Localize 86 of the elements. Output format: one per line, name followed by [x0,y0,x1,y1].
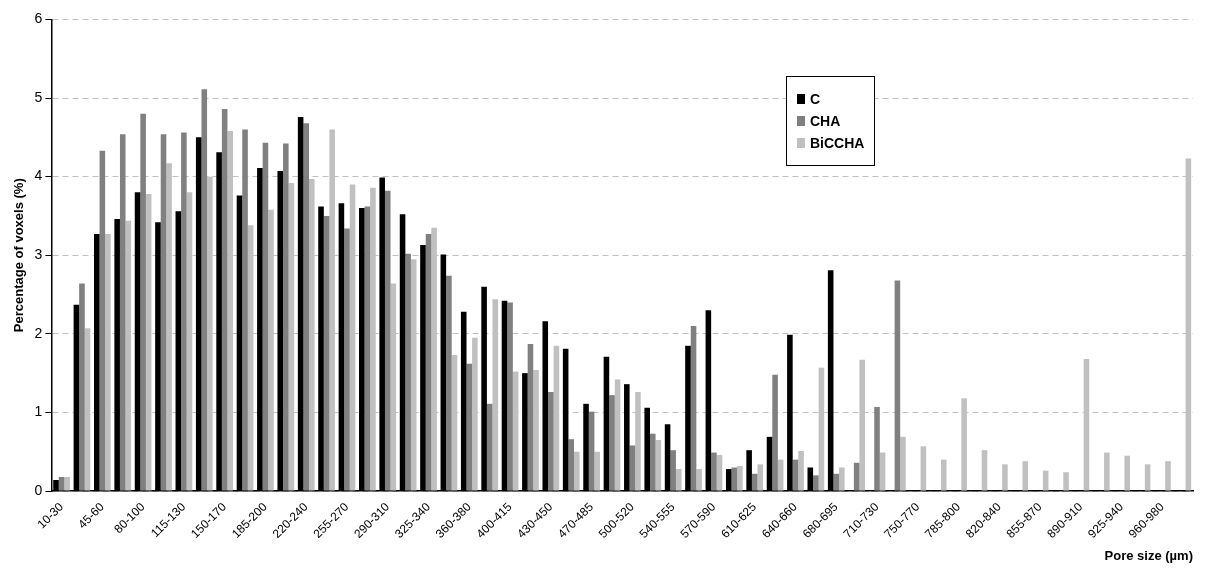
bar [160,134,167,491]
bar [675,469,682,491]
bar [507,302,513,491]
bar [690,325,697,491]
bar [119,134,126,491]
bar [201,89,208,491]
bar [609,395,615,491]
bar [553,345,560,491]
bar [145,193,152,491]
bar [879,452,886,491]
bar [568,439,575,491]
bar [181,132,187,491]
bar [751,473,758,491]
bar [655,439,662,491]
bar [1042,470,1049,491]
bar [262,142,269,491]
bar [900,436,906,491]
bar [140,113,146,491]
bar [981,450,988,491]
bar [1002,464,1008,491]
bar [1124,455,1131,491]
bar [1063,472,1069,491]
bar [696,469,702,491]
bar [221,109,228,491]
bar [79,283,85,491]
bar [670,450,676,491]
legend-label: C [810,91,821,107]
bar [839,467,845,491]
bar [772,374,778,491]
bar [813,475,819,491]
bar [798,450,804,491]
bar [574,451,580,491]
bar [58,476,65,491]
bar [629,445,636,491]
bar [594,451,600,491]
y-tick-label: 6 [34,10,43,27]
bar [1022,461,1029,491]
bar [405,253,411,491]
legend-label: BiCCHA [810,135,865,151]
bar [323,215,330,491]
bar [711,452,717,491]
bar [614,379,621,491]
bar [64,476,70,491]
bar [283,143,289,491]
y-tick-label: 2 [34,324,43,341]
bar [940,459,947,491]
bar [84,328,91,491]
bar [548,392,554,491]
bar [716,454,723,491]
y-tick-label: 5 [34,88,43,105]
bar [425,234,432,491]
bar [486,403,493,491]
bar [737,465,743,491]
bar [874,406,880,491]
bar [920,446,927,491]
y-axis-title: Percentage of voxels (%) [11,178,27,333]
bar [1165,461,1171,491]
bar [384,190,391,491]
bar [833,473,840,491]
bar [1144,464,1151,491]
bar [303,123,309,491]
bar [125,220,132,491]
bar [364,206,371,491]
bar [792,459,799,491]
bar [777,459,784,491]
bar [344,228,350,491]
bar [853,462,860,491]
bar [1104,452,1110,491]
y-tick-label: 1 [34,403,43,420]
bar [533,370,539,491]
bar [99,150,106,491]
y-tick-label: 4 [34,167,43,184]
bar [105,234,111,491]
bar [649,433,656,491]
bar [894,280,901,491]
bar [757,464,764,491]
legend-label: CHA [810,113,841,129]
x-axis-title: Pore size (µm) [1104,547,1193,563]
y-tick-label: 0 [34,481,43,498]
bar [527,344,534,491]
bar [446,275,452,491]
bar [466,363,473,491]
bar [242,129,248,491]
bar [731,467,738,491]
bar [588,411,595,491]
y-tick-label: 3 [34,246,43,263]
